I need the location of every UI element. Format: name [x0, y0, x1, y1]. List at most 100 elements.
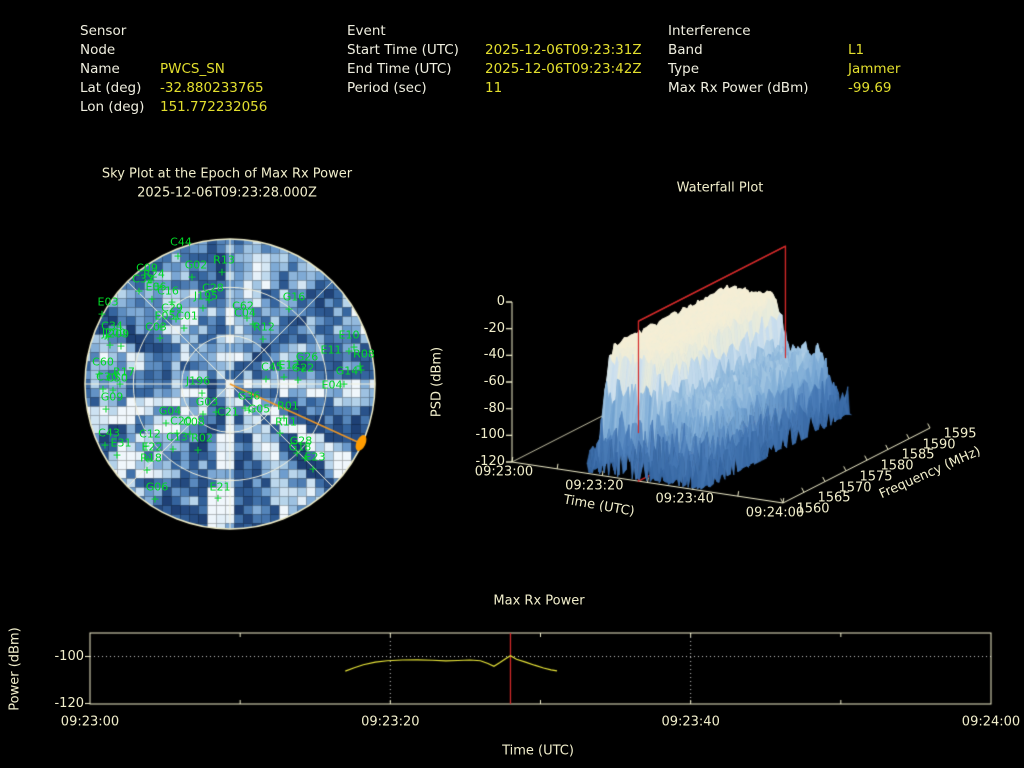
satellite-label-E03: E03	[97, 295, 119, 309]
satellite-label-G18: G18	[288, 440, 312, 454]
waterfall-freq-tick: 1585	[901, 447, 935, 463]
satellite-marker-C28: +	[204, 293, 214, 307]
satellite-label-E22: E22	[141, 440, 163, 454]
satellite-marker-R24: +	[153, 279, 163, 293]
satellite-label-J195: J195	[193, 289, 219, 303]
satellite-label-C34: C34	[101, 319, 123, 333]
satellite-label-G16: G16	[282, 290, 306, 304]
waterfall-psd-tick: -100	[475, 427, 505, 443]
satellite-label-R12: R12	[253, 320, 275, 334]
satellite-label-C45: C45	[261, 360, 283, 374]
interference-band-row: Band L1	[668, 41, 900, 60]
satellite-label-R18: R18	[140, 451, 162, 465]
waterfall-time-tick: 09:23:40	[655, 491, 714, 507]
satellite-marker-R11: +	[275, 426, 285, 440]
waterfall-freq-tick: 1565	[817, 490, 851, 506]
field-label: Band	[668, 42, 703, 58]
satellite-marker-R13: +	[217, 265, 227, 279]
satellite-label-G06: G06	[145, 480, 169, 494]
field-value: 11	[485, 80, 503, 96]
satellite-marker-E31: +	[112, 448, 122, 462]
satellite-marker-J195: +	[198, 301, 208, 315]
field-label: Type	[668, 61, 700, 77]
satellite-label-R01: R01	[277, 399, 299, 413]
field-value: 2025-12-06T09:23:31Z	[485, 42, 642, 58]
power-y-axis-label: Power (dBm)	[7, 627, 23, 711]
field-value: 2025-12-06T09:23:42Z	[485, 61, 642, 77]
satellite-marker-C09: +	[146, 273, 156, 287]
satellite-marker-E22: +	[143, 452, 153, 466]
satellite-marker-G22: +	[293, 373, 303, 387]
satellite-label-C03: C03	[145, 320, 167, 334]
interference-group: Interference Band L1 Type Jammer Max Rx Po…	[668, 22, 900, 98]
satellite-marker-G26: +	[298, 362, 308, 376]
satellite-marker-C50: +	[108, 383, 118, 397]
waterfall-psd-tick: -20	[483, 320, 505, 336]
satellite-label-E04: E04	[321, 378, 343, 392]
satellite-marker-C32: +	[134, 284, 144, 298]
satellite-marker-C20: +	[172, 426, 182, 440]
field-label: Period (sec)	[347, 80, 427, 96]
satellite-marker-C62: +	[242, 311, 252, 325]
waterfall-freq-tick: 1580	[880, 458, 914, 474]
satellite-label-R02: R02	[191, 431, 213, 445]
satellite-label-C09: C09	[136, 261, 158, 275]
satellite-marker-E12: +	[279, 370, 289, 384]
power-x-tick: 09:24:00	[961, 714, 1021, 730]
waterfall-time-tick: 09:23:00	[474, 464, 534, 480]
satellite-marker-C43: +	[100, 438, 110, 452]
power-x-tick: 09:23:20	[361, 714, 420, 730]
satellite-marker-E03: +	[97, 307, 107, 321]
event-group: Event Start Time (UTC) 2025-12-06T09:23:3…	[347, 22, 642, 98]
satellite-marker-C03: +	[155, 331, 165, 345]
satellite-label-C16: C16	[157, 284, 179, 298]
satellite-marker-E04: +	[339, 377, 349, 391]
satellite-marker-C30: +	[98, 382, 108, 396]
satellite-label-G04: G04	[158, 404, 182, 418]
satellite-marker-R12: +	[258, 332, 268, 346]
waterfall-time-tick: 09:24:00	[745, 505, 805, 521]
waterfall-psd-tick: -40	[483, 347, 505, 363]
sensor-name-row: Name PWCS_SN	[80, 60, 267, 79]
satellite-label-E05: E05	[154, 309, 176, 323]
group-title: Sensor Node	[80, 23, 127, 58]
sensor-node-title: Sensor Node	[80, 22, 267, 60]
field-label: Lat (deg)	[80, 80, 142, 96]
waterfall-time-tick: 09:23:20	[565, 478, 624, 494]
satellite-label-E23: E23	[304, 450, 326, 464]
satellite-marker-R01: +	[279, 411, 289, 425]
satellite-marker-R02: +	[193, 443, 203, 457]
satellite-label-G02: G02	[184, 258, 208, 272]
satellite-marker-C60: +	[94, 367, 104, 381]
field-value: 151.772232056	[160, 99, 268, 115]
satellite-label-G05: G05	[247, 402, 271, 416]
satellite-label-G03: G03	[195, 395, 219, 409]
waterfall-psd-tick: -60	[483, 374, 505, 389]
satellite-label-C30: C30	[96, 370, 118, 384]
sensor-node-group: Sensor Node Name PWCS_SN Lat (deg) -32.880…	[80, 22, 267, 117]
field-value: PWCS_SN	[160, 61, 225, 77]
power-x-tick: 09:23:00	[60, 714, 120, 730]
interference-power-row: Max Rx Power (dBm) -99.69	[668, 79, 900, 98]
satellite-label-R11: R11	[275, 415, 297, 429]
satellite-label-C44: C44	[170, 235, 192, 249]
satellite-marker-G03: +	[198, 407, 208, 421]
satellite-label-E10: E10	[338, 328, 360, 342]
satellite-marker-C21: +	[211, 405, 221, 419]
satellite-label-C32: C32	[132, 272, 154, 286]
satellite-label-C04: C04	[234, 306, 256, 320]
skyplot-title: Sky Plot at the Epoch of Max Rx Power	[101, 166, 353, 182]
satellite-marker-G16: +	[284, 302, 294, 316]
satellite-marker-C13: +	[168, 442, 178, 456]
satellite-label-J196: J196	[185, 374, 211, 388]
satellite-marker-G28: +	[292, 446, 302, 460]
waterfall-canvas	[420, 230, 1024, 540]
satellite-marker-J196: +	[197, 386, 207, 400]
satellite-marker-G02: +	[187, 270, 197, 284]
satellite-label-C29: C29	[161, 301, 183, 315]
power-y-tick: -120	[54, 695, 84, 711]
power-x-axis-label: Time (UTC)	[502, 743, 574, 759]
satellite-marker-E06: +	[147, 292, 157, 306]
satellite-label-E11: E11	[320, 343, 342, 357]
